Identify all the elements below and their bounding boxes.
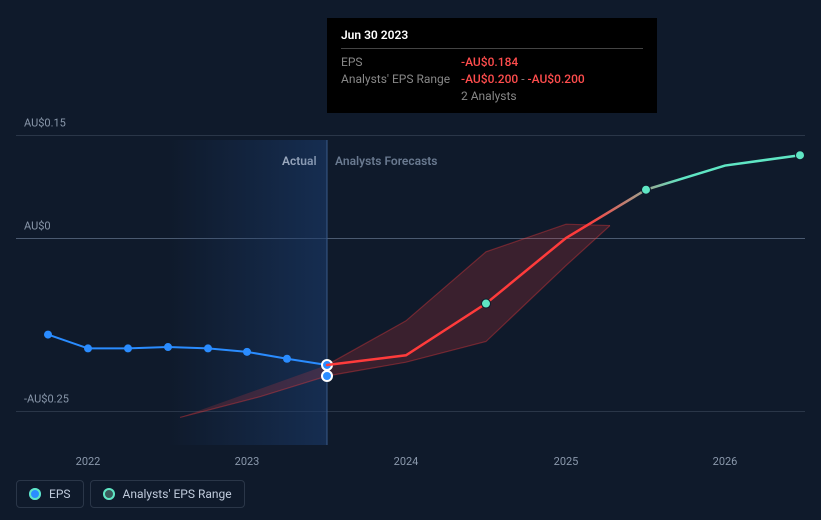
x-axis-label: 2022 [76, 455, 101, 468]
tooltip-row-value: -AU$0.184 [461, 55, 518, 69]
tooltip-row-label: EPS [341, 55, 461, 69]
legend-label: EPS [49, 487, 71, 501]
y-axis-label: AU$0 [24, 220, 51, 233]
x-axis-label: 2026 [713, 455, 738, 468]
y-gridline [16, 135, 805, 136]
legend-marker-icon [29, 488, 41, 500]
x-axis-label: 2023 [235, 455, 260, 468]
y-gridline [16, 238, 805, 239]
tooltip-row: EPS-AU$0.184 [341, 55, 643, 69]
tooltip-analyst-count: 2 Analysts [461, 89, 643, 103]
legend-item-eps[interactable]: EPS [16, 480, 84, 508]
legend-marker-icon [103, 488, 115, 500]
chart-tooltip: Jun 30 2023 EPS-AU$0.184Analysts' EPS Ra… [327, 18, 657, 113]
section-label-forecast: Analysts Forecasts [335, 154, 437, 168]
tooltip-row-value: -AU$0.200 - -AU$0.200 [461, 72, 585, 86]
legend-item-eps-range[interactable]: Analysts' EPS Range [90, 480, 245, 508]
tooltip-row-label: Analysts' EPS Range [341, 72, 461, 86]
y-axis-label: AU$0.15 [24, 116, 66, 129]
tooltip-row: Analysts' EPS Range-AU$0.200 - -AU$0.200 [341, 72, 643, 86]
y-gridline [16, 411, 805, 412]
legend-label: Analysts' EPS Range [123, 487, 232, 501]
section-label-actual: Actual [282, 154, 317, 168]
legend: EPS Analysts' EPS Range [16, 480, 245, 508]
x-axis-label: 2025 [554, 455, 579, 468]
y-axis-label: -AU$0.25 [24, 392, 69, 405]
x-axis-label: 2024 [394, 455, 419, 468]
eps-chart: AU$0.15 AU$0 -AU$0.25 2022 2023 2024 2025 2026 A… [0, 0, 821, 520]
tooltip-date: Jun 30 2023 [341, 28, 643, 42]
